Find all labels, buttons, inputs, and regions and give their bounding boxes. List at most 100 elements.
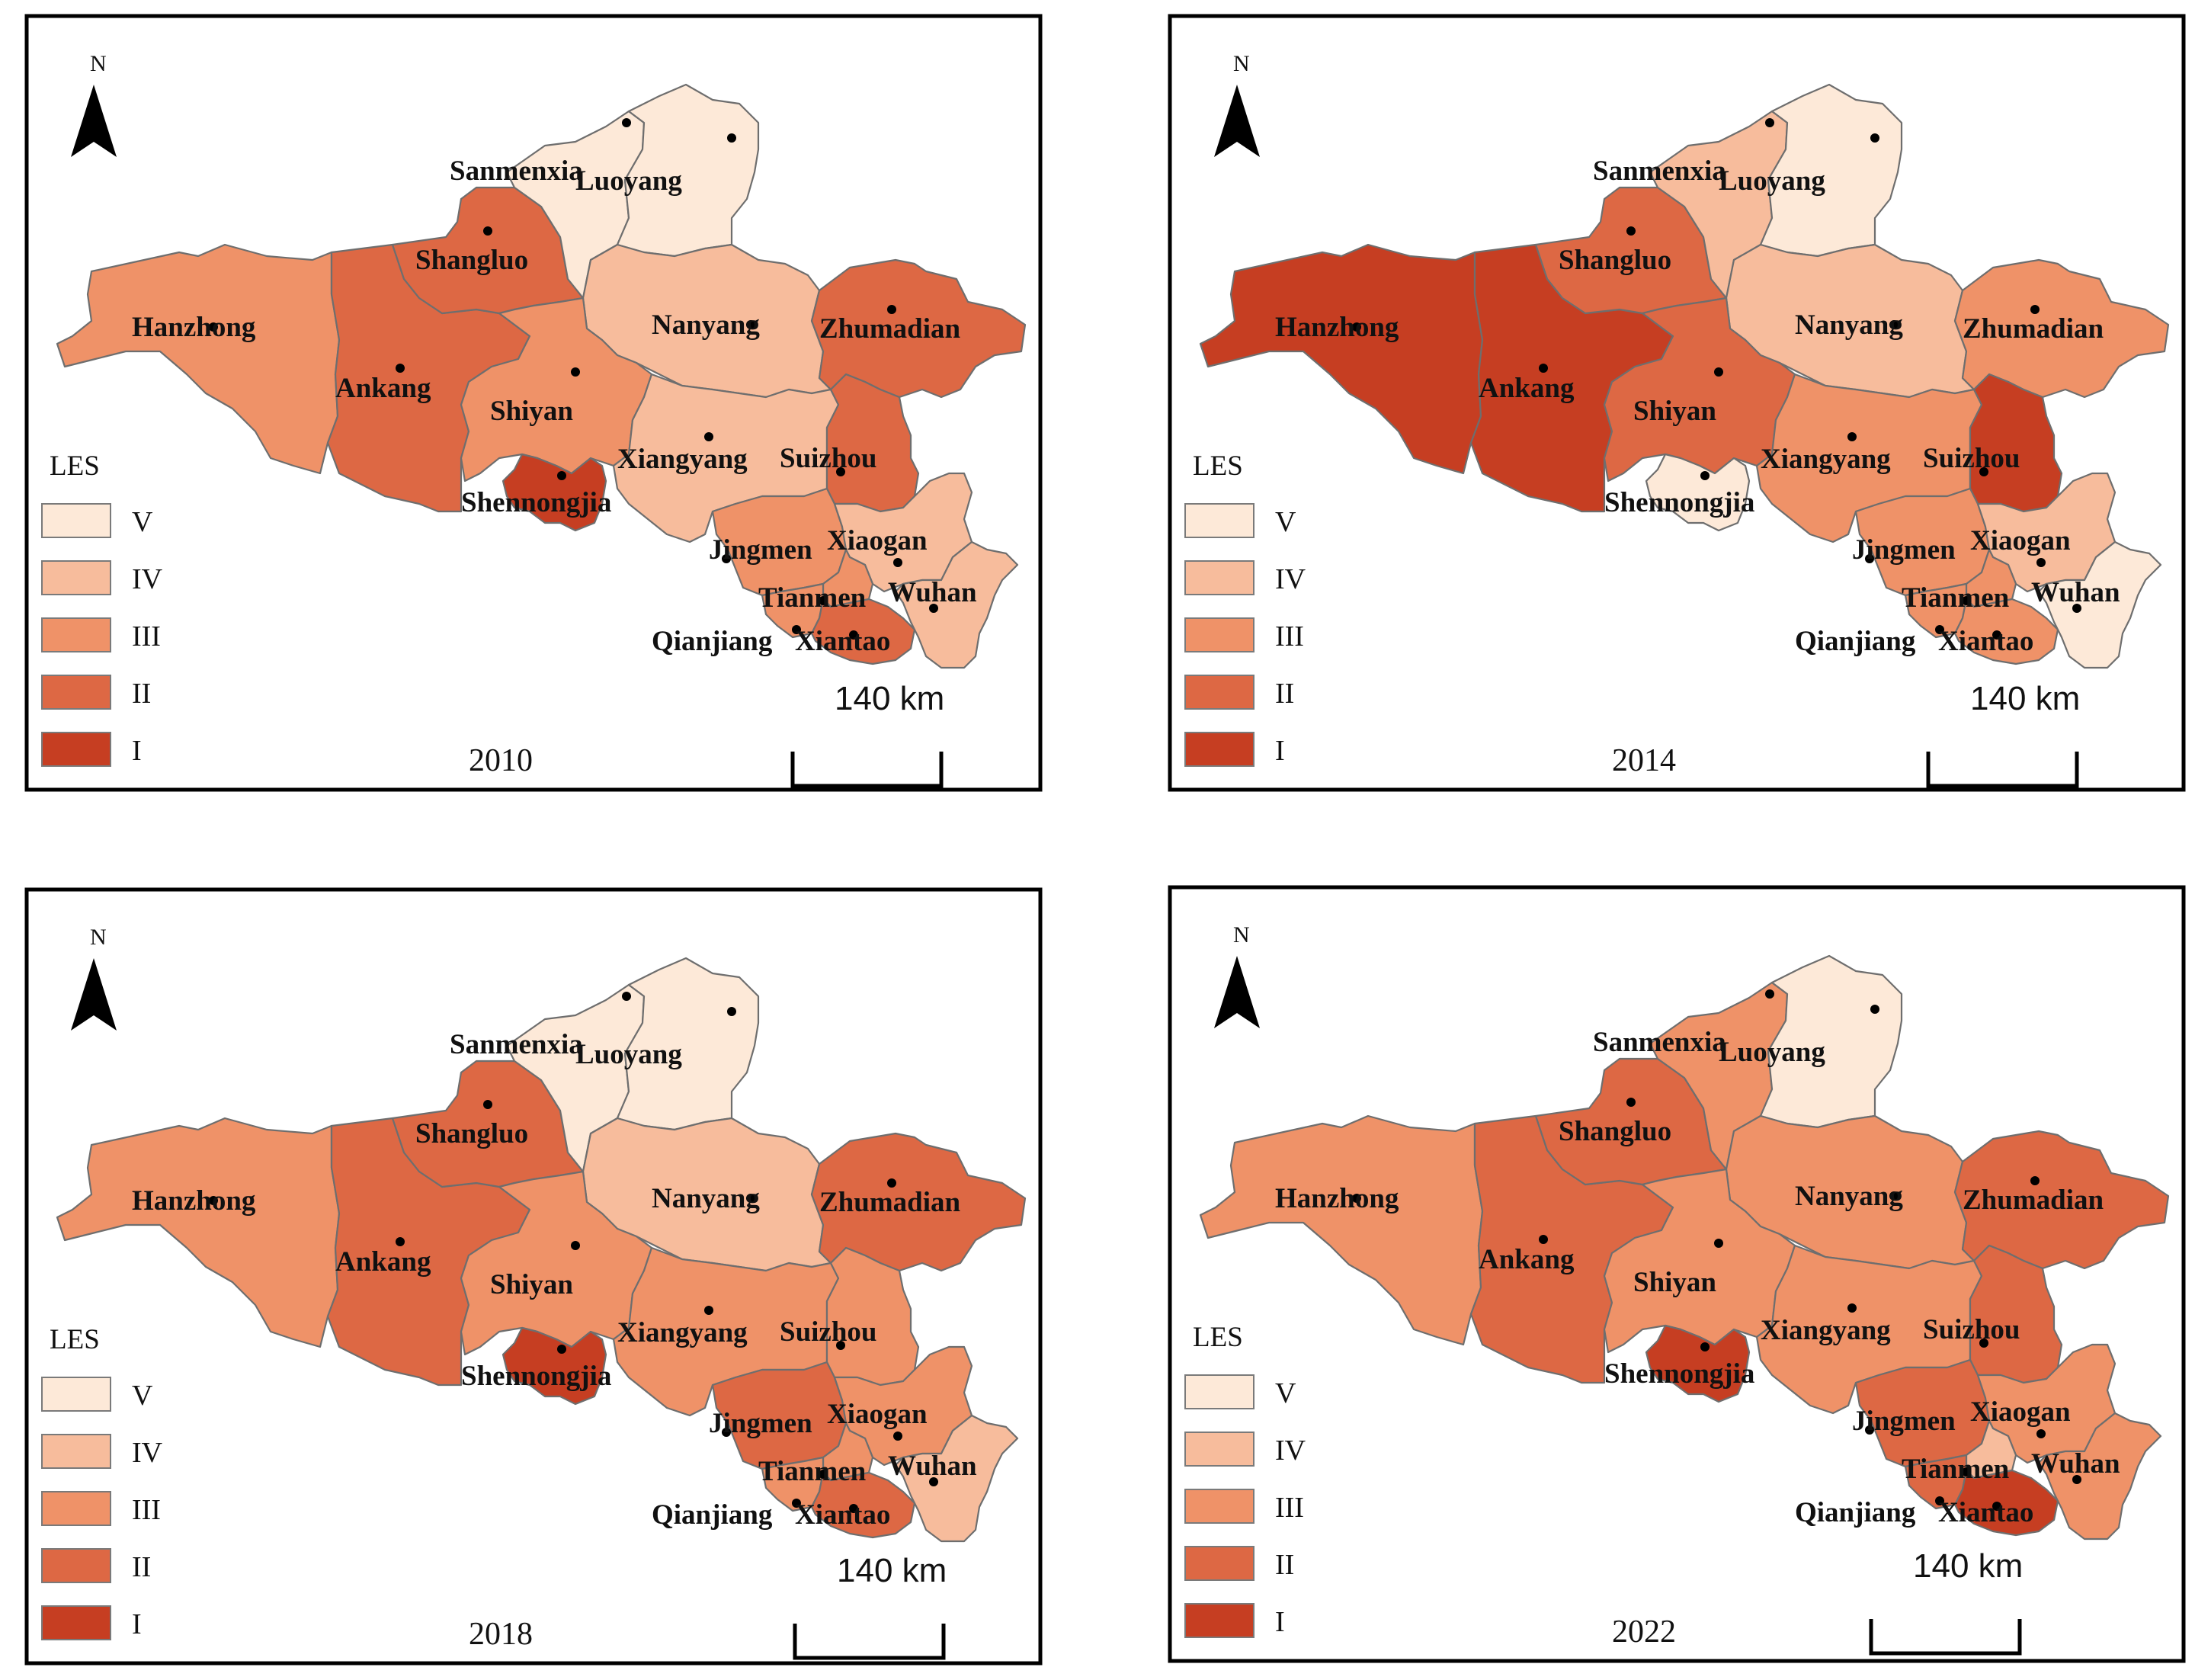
city-dot-xiaogan: [2036, 558, 2046, 567]
north-arrow-icon: [1214, 956, 1260, 1028]
city-label-tianmen: Tianmen: [1902, 1454, 2010, 1485]
legend-swatch-V: [1184, 1374, 1255, 1409]
region-luoyang: [1759, 83, 1903, 258]
legend-swatch-III: [41, 617, 111, 652]
region-luoyang: [616, 957, 760, 1131]
city-dot-xiangyang: [1847, 432, 1857, 441]
north-arrow-icon: [71, 85, 117, 157]
region-shennongjia: [501, 453, 607, 532]
city-dot-wuhan: [2072, 604, 2081, 613]
city-dot-luoyang: [1870, 133, 1879, 143]
city-dot-xiaogan: [893, 1432, 902, 1441]
city-dot-shiyan: [1714, 1239, 1723, 1248]
legend-swatch-IV: [1184, 1432, 1255, 1467]
city-label-sanmenxia: Sanmenxia: [450, 1029, 583, 1060]
city-label-shiyan: Shiyan: [490, 396, 573, 427]
legend-swatch-II: [1184, 675, 1255, 710]
region-wuhan: [2037, 540, 2162, 669]
legend-swatch-I: [1184, 732, 1255, 767]
city-dot-zhumadian: [887, 305, 896, 314]
city-label-shangluo: Shangluo: [1559, 1116, 1671, 1147]
city-label-hanzhong: Hanzhong: [1275, 312, 1399, 343]
legend-label-IV: IV: [132, 1437, 163, 1469]
city-dot-suizhou: [1979, 467, 1988, 476]
city-label-shennongjia: Shennongjia: [461, 1361, 611, 1392]
city-label-xiangyang: Xiangyang: [617, 444, 748, 475]
city-label-suizhou: Suizhou: [780, 443, 877, 474]
region-wuhan: [894, 540, 1019, 669]
legend-swatch-V: [1184, 503, 1255, 538]
city-dot-sanmenxia: [622, 118, 631, 127]
region-layer: [56, 83, 1027, 669]
city-label-nanyang: Nanyang: [652, 309, 760, 341]
city-label-qianjiang: Qianjiang: [1795, 626, 1916, 657]
legend-swatch-I: [41, 732, 111, 767]
city-dot-hanzhong: [209, 322, 218, 332]
legend-swatch-IV: [41, 560, 111, 595]
city-label-hanzhong: Hanzhong: [1275, 1183, 1399, 1214]
city-dot-nanyang: [746, 320, 755, 329]
city-label-nanyang: Nanyang: [652, 1183, 760, 1214]
city-dot-qianjiang: [1935, 1496, 1944, 1505]
scale-bar-line: [1869, 1619, 2022, 1656]
legend-swatch-IV: [41, 1434, 111, 1469]
city-label-wuhan: Wuhan: [888, 1451, 977, 1482]
city-label-xiaogan: Xiaogan: [827, 1399, 928, 1430]
city-label-shangluo: Shangluo: [1559, 245, 1671, 276]
city-dot-sanmenxia: [1765, 989, 1774, 999]
north-label: N: [1233, 51, 1250, 76]
city-dot-shiyan: [571, 1241, 580, 1250]
city-label-ankang: Ankang: [335, 373, 431, 404]
city-label-luoyang: Luoyang: [575, 165, 682, 197]
legend-swatch-V: [41, 1377, 111, 1412]
city-dot-ankang: [396, 1237, 405, 1246]
legend-title: LES: [50, 1324, 100, 1355]
city-label-xiangyang: Xiangyang: [1761, 1315, 1891, 1346]
city-label-wuhan: Wuhan: [888, 577, 977, 608]
city-dot-shangluo: [1626, 226, 1636, 236]
legend-label-III: III: [132, 620, 161, 652]
city-label-sanmenxia: Sanmenxia: [450, 155, 583, 187]
city-label-tianmen: Tianmen: [758, 1456, 867, 1487]
north-arrow: N: [1214, 51, 1260, 157]
city-label-suizhou: Suizhou: [1923, 1314, 2020, 1345]
legend-swatch-III: [41, 1491, 111, 1526]
legend-label-I: I: [132, 1608, 142, 1640]
city-dot-luoyang: [1870, 1005, 1879, 1014]
city-dot-shennongjia: [557, 1345, 566, 1354]
city-label-xiaogan: Xiaogan: [1970, 1396, 2071, 1428]
city-dot-xiangyang: [704, 1306, 713, 1315]
city-label-sanmenxia: Sanmenxia: [1593, 155, 1726, 187]
legend-swatch-V: [41, 503, 111, 538]
city-label-xiantao: Xiantao: [795, 626, 890, 657]
city-label-zhumadian: Zhumadian: [1963, 1185, 2104, 1216]
city-label-tianmen: Tianmen: [1902, 582, 2010, 614]
legend-title: LES: [1193, 1322, 1243, 1353]
region-luoyang: [1759, 954, 1903, 1129]
city-label-xiaogan: Xiaogan: [1970, 525, 2071, 556]
city-dot-ankang: [396, 364, 405, 373]
city-label-sanmenxia: Sanmenxia: [1593, 1027, 1726, 1058]
city-dot-wuhan: [2072, 1475, 2081, 1484]
year-label: 2022: [1612, 1614, 1676, 1650]
city-dot-xiaogan: [893, 558, 902, 567]
city-dot-shangluo: [1626, 1098, 1636, 1107]
north-label: N: [90, 925, 107, 950]
legend-swatch-I: [41, 1605, 111, 1640]
region-hanzhong: [1199, 243, 1484, 475]
city-label-tianmen: Tianmen: [758, 582, 867, 614]
city-dot-ankang: [1539, 364, 1548, 373]
north-arrow: N: [1214, 922, 1260, 1028]
city-dot-xiangyang: [704, 432, 713, 441]
legend-label-V: V: [132, 1380, 153, 1412]
city-dot-luoyang: [727, 1007, 736, 1016]
